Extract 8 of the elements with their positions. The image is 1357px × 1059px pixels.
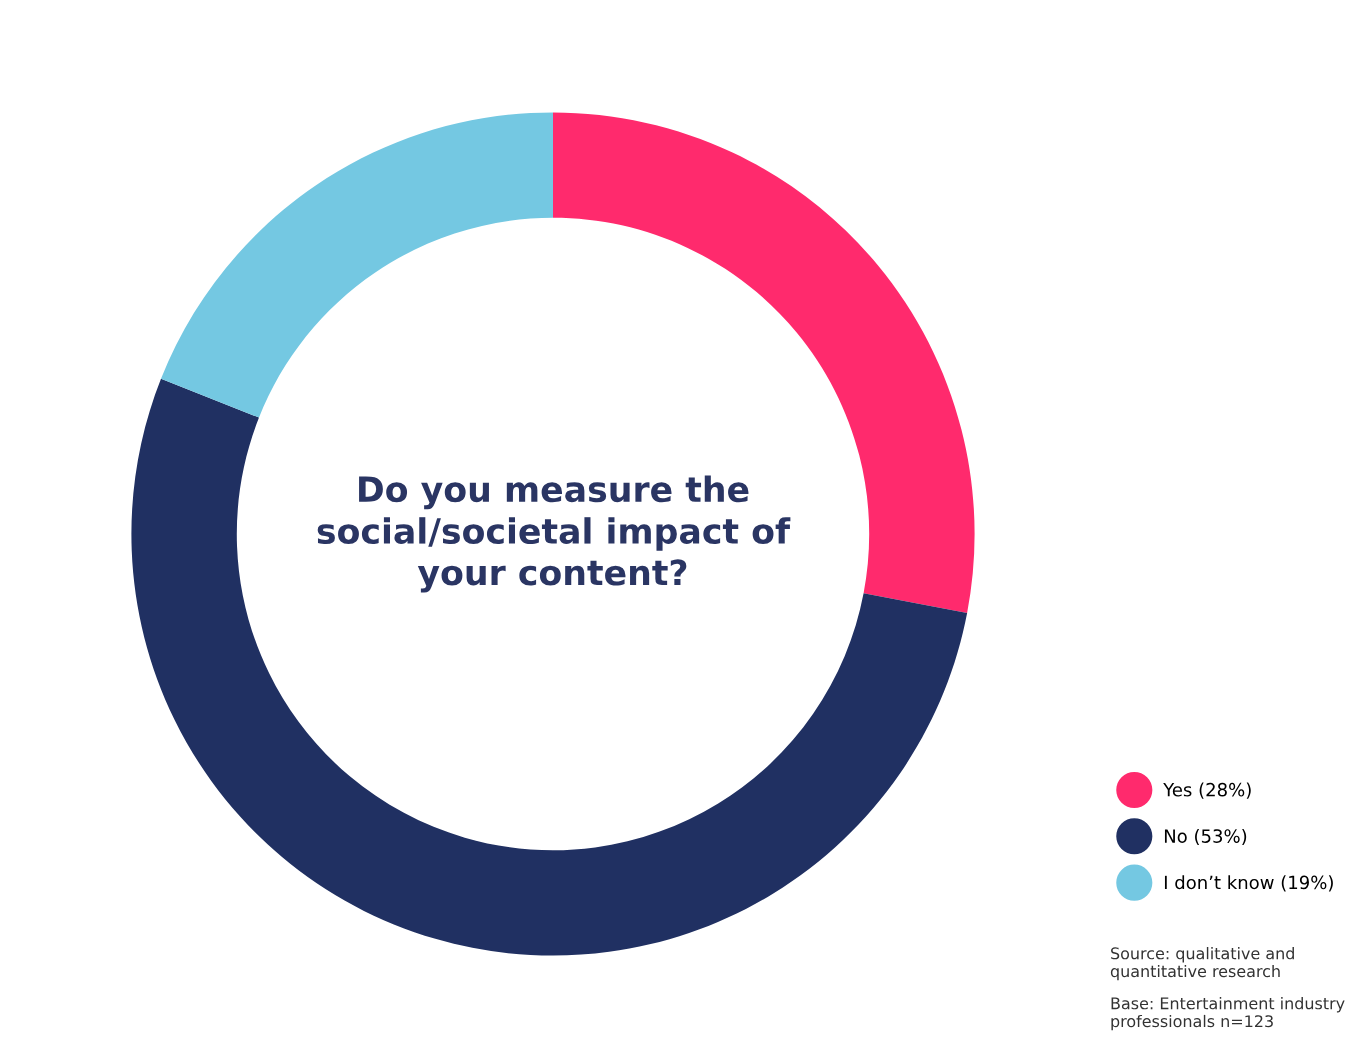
text: Do you measure the social/societal impact of your content? — [317, 475, 791, 593]
text: Base: Entertainment industry professionals n=123 — [1111, 997, 1345, 1031]
donut-slice — [161, 112, 553, 418]
legend-label: I don’t know (19%) — [1164, 875, 1333, 892]
legend-label: No (53%) — [1164, 828, 1247, 846]
source-note: Source: qualitative and quantitative research — [1110, 947, 1294, 981]
legend-label: Yes (28%) — [1163, 782, 1251, 799]
donut-slice — [131, 378, 968, 956]
